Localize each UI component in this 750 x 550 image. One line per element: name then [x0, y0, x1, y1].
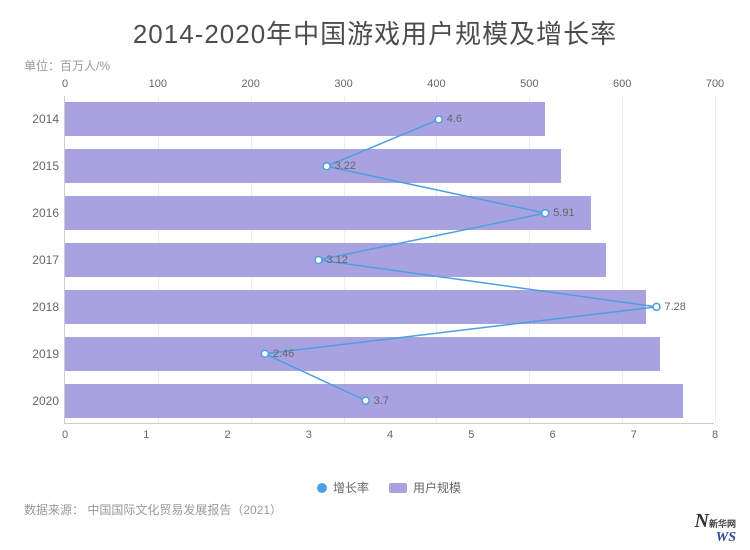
xinhua-logo: N新华网 WS [695, 513, 736, 544]
x-top-tick: 100 [149, 78, 167, 90]
chart-area: 0100200300400500600700012345678201420152… [64, 78, 714, 448]
line-value-label: 3.12 [327, 254, 348, 266]
source-prefix: 数据来源： [24, 503, 84, 517]
legend-item: 增长率 [317, 479, 369, 496]
legend-item: 用户规模 [389, 479, 461, 496]
growth-line [65, 96, 715, 424]
line-value-label: 3.22 [335, 160, 356, 172]
y-category-label: 2018 [23, 300, 59, 314]
x-bottom-tick: 1 [143, 429, 149, 441]
x-top-tick: 500 [520, 78, 538, 90]
line-value-label: 7.28 [665, 301, 686, 313]
source-text: 中国国际文化贸易发展报告（2021） [87, 503, 282, 517]
y-category-label: 2015 [23, 159, 59, 173]
x-bottom-tick: 7 [631, 429, 637, 441]
legend-swatch [389, 483, 407, 493]
y-category-label: 2014 [23, 112, 59, 126]
legend: 增长率 用户规模 [64, 479, 714, 496]
x-top-tick: 700 [706, 78, 724, 90]
y-category-label: 2017 [23, 253, 59, 267]
line-value-label: 4.6 [447, 113, 462, 125]
x-bottom-tick: 8 [712, 429, 718, 441]
x-bottom-tick: 6 [549, 429, 555, 441]
line-value-label: 5.91 [553, 207, 574, 219]
legend-label: 增长率 [333, 479, 369, 496]
x-top-tick: 300 [334, 78, 352, 90]
y-category-label: 2020 [23, 394, 59, 408]
x-top-tick: 200 [242, 78, 260, 90]
x-top-tick: 400 [427, 78, 445, 90]
legend-swatch [317, 483, 327, 493]
line-value-label: 3.7 [374, 395, 389, 407]
x-top-tick: 600 [613, 78, 631, 90]
legend-label: 用户规模 [413, 479, 461, 496]
data-source: 数据来源： 中国国际文化贸易发展报告（2021） [24, 501, 282, 518]
chart-subtitle: 单位：百万人/% [0, 57, 750, 74]
x-bottom-tick: 0 [62, 429, 68, 441]
x-bottom-tick: 4 [387, 429, 393, 441]
x-bottom-tick: 5 [468, 429, 474, 441]
plot-region: 0100200300400500600700012345678201420152… [64, 96, 714, 424]
y-category-label: 2016 [23, 206, 59, 220]
x-bottom-tick: 3 [306, 429, 312, 441]
y-category-label: 2019 [23, 347, 59, 361]
x-bottom-tick: 2 [224, 429, 230, 441]
chart-title: 2014-2020年中国游戏用户规模及增长率 [0, 0, 750, 51]
x-top-tick: 0 [62, 78, 68, 90]
line-value-label: 2.46 [273, 348, 294, 360]
